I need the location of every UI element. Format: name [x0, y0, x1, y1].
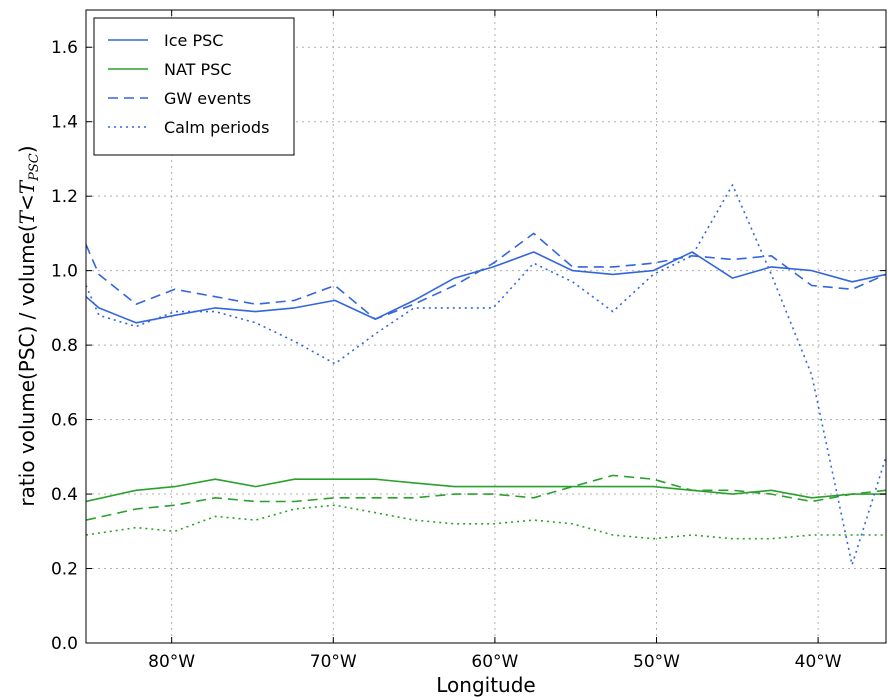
y-tick-labels: 0.0 0.2 0.4 0.6 0.8 1.0 1.2 1.4 1.6 — [51, 38, 78, 654]
legend-label: Calm periods — [164, 118, 269, 137]
y-axis-title: ratio volume(PSC) / volume(T<TPSC) — [15, 145, 42, 506]
y-tick-label: 0.0 — [51, 634, 78, 654]
legend-label: Ice PSC — [164, 31, 223, 50]
y-axis-title-t-psc: T — [15, 179, 39, 194]
y-tick-label: 0.2 — [51, 560, 78, 580]
y-axis-title-less-than: < — [15, 194, 39, 211]
series-layer — [86, 184, 886, 566]
x-tick-label: 80°W — [148, 652, 195, 672]
y-axis-title-suffix: ) — [15, 145, 39, 153]
series-line-unlabeled-3 — [86, 474, 886, 521]
y-axis-title-subscript: PSC — [27, 153, 42, 182]
series-line-unlabeled-5 — [86, 504, 886, 540]
y-tick-label: 0.4 — [51, 485, 78, 505]
series-line-calm-periods — [86, 184, 886, 566]
x-axis-title: Longitude — [436, 673, 535, 697]
legend-label: NAT PSC — [164, 60, 232, 79]
x-tick-label: 60°W — [471, 652, 518, 672]
legend: Ice PSC NAT PSC GW events Calm periods — [93, 17, 295, 156]
x-tick-labels: 80°W 70°W 60°W 50°W 40°W — [148, 652, 842, 672]
legend-box — [93, 17, 295, 156]
y-tick-label: 0.8 — [51, 336, 78, 356]
legend-items: Ice PSC NAT PSC GW events Calm periods — [108, 31, 269, 137]
x-tick-label: 50°W — [633, 652, 680, 672]
y-tick-label: 1.0 — [51, 262, 78, 282]
grid-lines — [86, 10, 886, 643]
y-tick-label: 1.2 — [51, 187, 78, 207]
y-tick-label: 1.6 — [51, 38, 78, 58]
y-tick-label: 0.6 — [51, 411, 78, 431]
x-tick-label: 70°W — [310, 652, 357, 672]
x-tick-label: 40°W — [795, 652, 842, 672]
plot-frame — [85, 9, 887, 644]
series-line-nat-psc — [86, 478, 886, 503]
tick-marks — [86, 10, 886, 644]
y-axis-title-t: T — [15, 209, 39, 224]
y-tick-label: 1.4 — [51, 113, 78, 133]
legend-label: GW events — [164, 89, 251, 108]
y-axis-title-prefix: ratio volume(PSC) / volume( — [15, 224, 39, 506]
